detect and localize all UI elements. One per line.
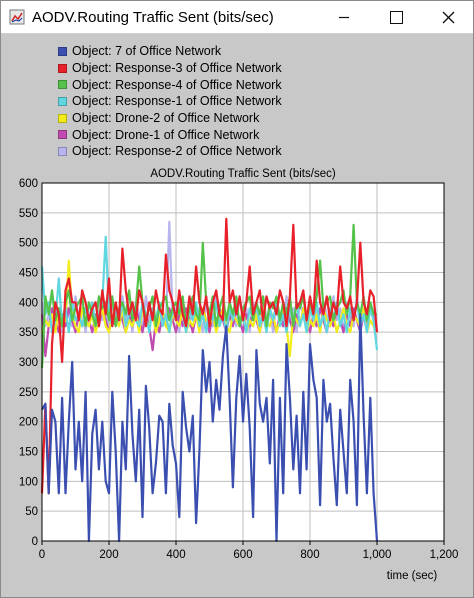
y-tick-label: 200	[19, 417, 38, 429]
y-tick-label: 250	[19, 387, 38, 399]
y-tick-label: 400	[19, 297, 38, 309]
x-tick-label: 1,000	[363, 549, 392, 561]
series-line	[41, 313, 379, 543]
y-tick-label: 100	[19, 476, 38, 488]
x-tick-label: 1,200	[430, 549, 459, 561]
legend-label: Object: Response-1 of Office Network	[72, 94, 282, 109]
minimize-icon	[339, 16, 349, 19]
x-tick-label: 600	[233, 549, 252, 561]
y-tick-label: 150	[19, 447, 38, 459]
x-tick-label: 0	[39, 549, 45, 561]
legend-item: Object: Response-4 of Office Network	[58, 76, 282, 93]
legend-swatch	[58, 46, 67, 56]
legend-swatch	[58, 80, 67, 90]
legend-item: Object: Response-2 of Office Network	[58, 143, 282, 160]
x-axis-label: time (sec)	[387, 570, 438, 582]
legend-swatch	[58, 63, 67, 73]
legend-item: Object: Response-1 of Office Network	[58, 93, 282, 110]
y-tick-label: 550	[19, 208, 38, 220]
legend-item: Object: Drone-1 of Office Network	[58, 126, 282, 143]
y-tick-label: 600	[19, 178, 38, 190]
legend-label: Object: Response-3 of Office Network	[72, 61, 282, 76]
legend-item: Object: 7 of Office Network	[58, 43, 282, 60]
axes: 0 50 100 150 200 250 300 350 400 450 500 550 600 0 200…	[19, 178, 459, 561]
series-line	[40, 217, 379, 495]
legend-label: Object: Drone-2 of Office Network	[72, 111, 260, 126]
close-button[interactable]	[425, 1, 471, 33]
legend-swatch	[58, 130, 67, 140]
chart-title: AODV.Routing Traffic Sent (bits/sec)	[150, 168, 336, 180]
legend-label: Object: Response-4 of Office Network	[72, 77, 282, 92]
close-icon	[442, 11, 454, 23]
title-bar[interactable]: AODV.Routing Traffic Sent (bits/sec)	[1, 1, 473, 34]
maximize-button[interactable]	[373, 1, 419, 33]
y-tick-label: 300	[19, 357, 38, 369]
legend-swatch	[58, 146, 67, 156]
minimize-button[interactable]	[321, 1, 367, 33]
y-tick-label: 50	[25, 506, 38, 518]
series-lines	[40, 217, 379, 543]
legend-label: Object: Drone-1 of Office Network	[72, 127, 260, 142]
legend-label: Object: 7 of Office Network	[72, 44, 222, 59]
legend-item: Object: Response-3 of Office Network	[58, 60, 282, 77]
series-line	[40, 223, 377, 369]
chart-legend: Object: 7 of Office Network Object: Resp…	[58, 43, 282, 160]
x-tick-label: 200	[99, 549, 118, 561]
y-tick-label: 500	[19, 238, 38, 250]
legend-item: Object: Drone-2 of Office Network	[58, 110, 282, 127]
window-title: AODV.Routing Traffic Sent (bits/sec)	[32, 9, 274, 26]
maximize-icon	[389, 10, 403, 24]
x-tick-label: 800	[300, 549, 319, 561]
legend-label: Object: Response-2 of Office Network	[72, 144, 282, 159]
y-tick-label: 350	[19, 327, 38, 339]
y-tick-label: 450	[19, 268, 38, 280]
legend-swatch	[58, 96, 67, 106]
app-icon	[9, 9, 25, 25]
x-tick-label: 400	[166, 549, 185, 561]
y-tick-label: 0	[32, 536, 38, 548]
legend-swatch	[58, 113, 67, 123]
